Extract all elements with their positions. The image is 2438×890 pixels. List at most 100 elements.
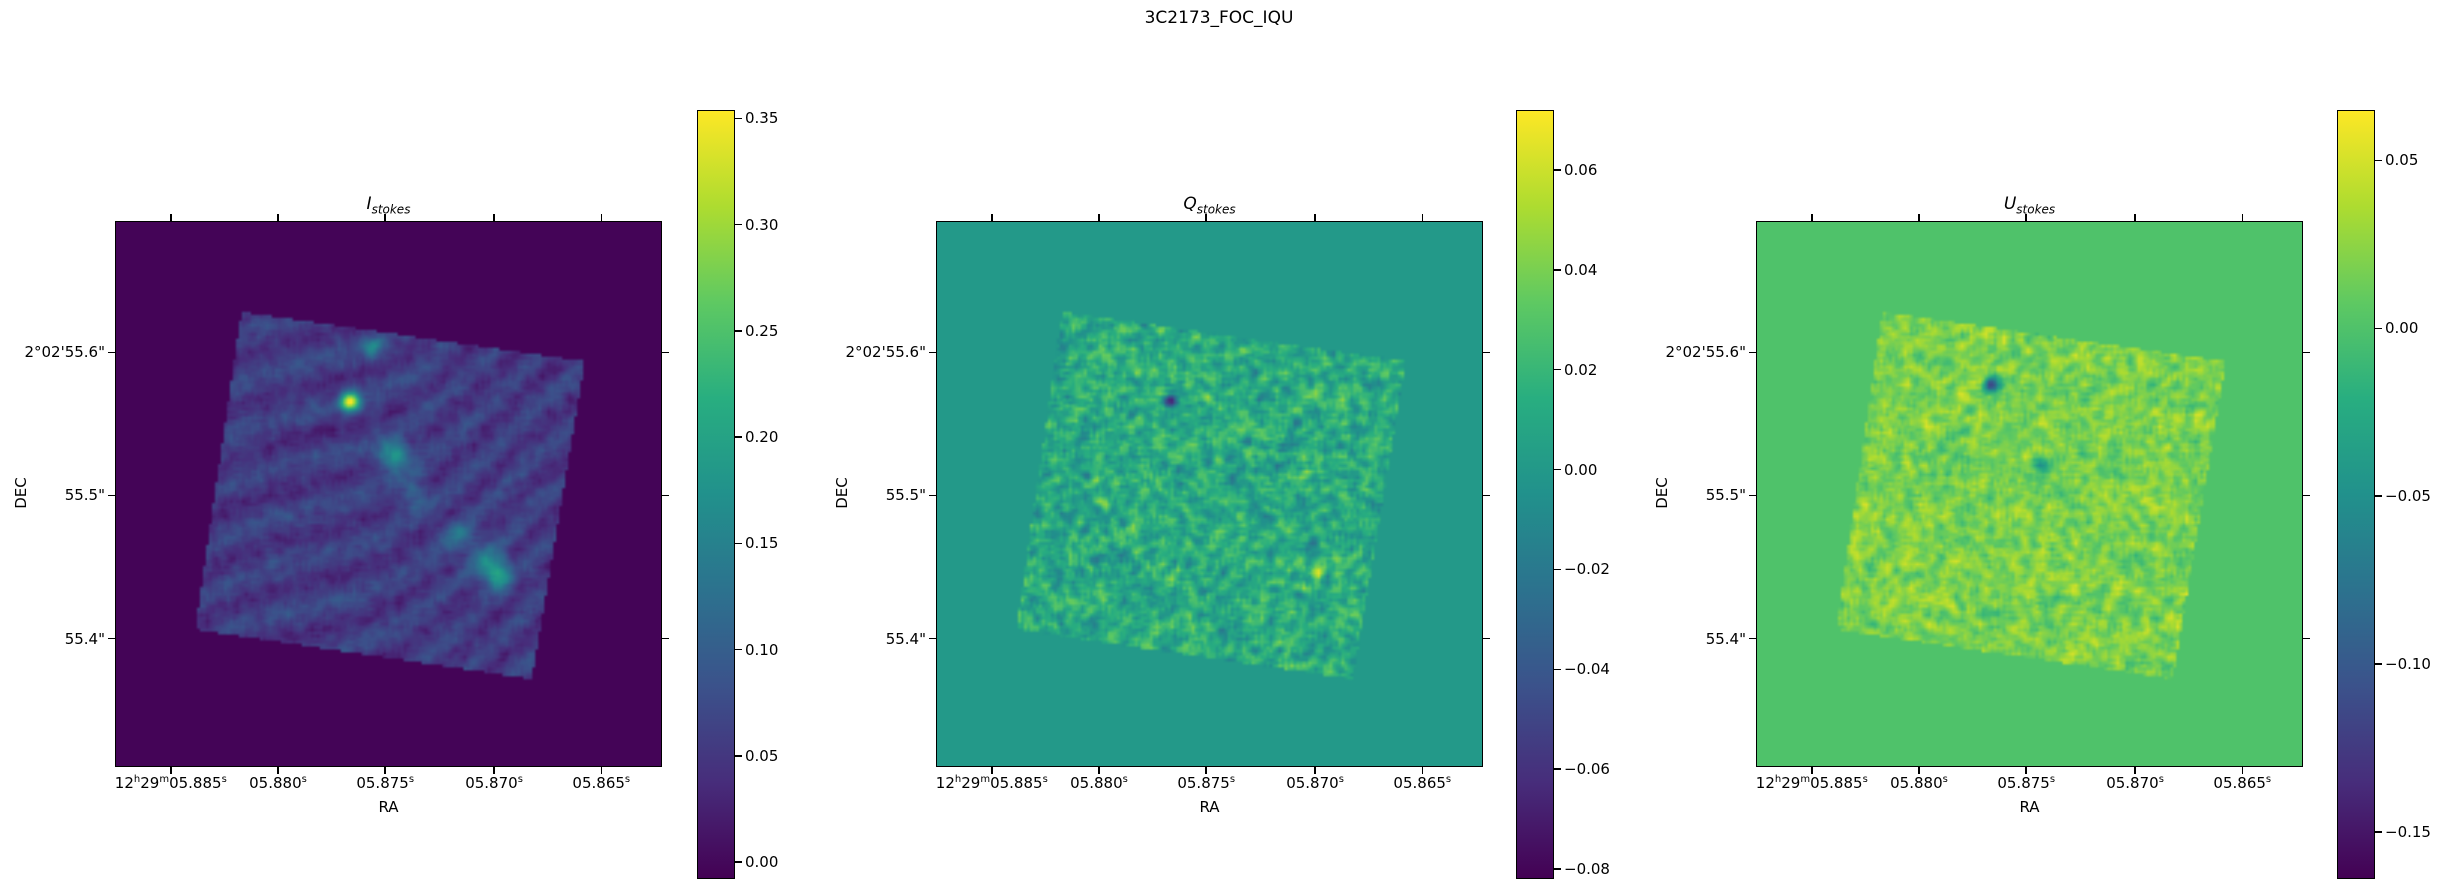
panel-u-xtick-label: 05.875s	[1997, 774, 2055, 792]
xtick-label-value: 29	[961, 774, 981, 792]
xtick-label-unit: s	[301, 774, 307, 785]
panel-u-xtick-label: 12h29m05.885s	[1756, 774, 1868, 792]
panel-u-colorbar-tick	[2375, 495, 2382, 497]
xtick-label-value: 05.880	[1890, 774, 1943, 792]
panel-u-colorbar-tick-label: 0.05	[2385, 151, 2419, 170]
panel-q-colorbar-tick	[1554, 768, 1561, 770]
xtick-label-value: 12	[114, 774, 134, 792]
panel-i-colorbar-tick	[735, 861, 742, 863]
panel-q-xtick-top	[1421, 214, 1424, 221]
panel-u-colorbar	[2337, 110, 2375, 879]
xtick-label-unit: m	[980, 774, 991, 785]
panel-q-xtick-label: 05.875s	[1177, 774, 1235, 792]
panel-u-xlabel: RA	[2019, 798, 2040, 816]
panel-i-ytick-left	[108, 637, 115, 640]
panel-i-colorbar-tick-label: 0.00	[745, 853, 779, 871]
panel-u-ylabel: DEC	[1652, 477, 1671, 509]
xtick-label-unit: s	[2158, 774, 2164, 785]
panel-q-ytick-left	[929, 351, 936, 353]
panel-q-ytick-right	[1483, 351, 1490, 353]
xtick-label-unit: s	[1445, 774, 1452, 785]
panel-u-xtick-label: 05.865s	[2213, 774, 2271, 792]
panel-u-xtick-bottom	[1811, 767, 1813, 774]
panel-q-axes[interactable]	[936, 221, 1483, 767]
panel-q-xtick-bottom	[1205, 767, 1207, 774]
panel-u-xtick-bottom	[2241, 767, 2244, 774]
panel-i-colorbar-tick	[735, 755, 742, 757]
panel-i-xtick-label: 05.875s	[356, 774, 414, 792]
xtick-label-value: 05.880	[1070, 774, 1123, 792]
panel-q-colorbar-tick	[1554, 169, 1561, 171]
panel-i-colorbar-tick-label: 0.35	[745, 109, 779, 128]
panel-i-colorbar-tick	[735, 117, 742, 120]
panel-q-xtick-top	[991, 214, 993, 221]
xtick-label-value: 12	[935, 774, 955, 792]
panel-q-colorbar-tick-label: 0.00	[1564, 460, 1598, 479]
panel-u-ytick-label: 55.5"	[1705, 486, 1746, 505]
panel-u-colorbar-tick	[2375, 327, 2382, 330]
panel-i-ytick-label: 55.5"	[64, 486, 105, 505]
xtick-label-unit: s	[1229, 774, 1236, 785]
xtick-label-unit: s	[221, 774, 227, 785]
panel-u-colorbar-tick	[2375, 831, 2382, 833]
panel-q-image[interactable]	[937, 222, 1482, 766]
panel-u-xtick-top	[1918, 214, 1920, 221]
xtick-label-value: 05.870	[1286, 774, 1339, 792]
xtick-label-value: 05.880	[249, 774, 302, 792]
panel-i-ytick-right	[662, 351, 669, 353]
xtick-label-unit: s	[2265, 774, 2272, 785]
panel-i-xtick-top	[384, 214, 386, 221]
panel-u-image[interactable]	[1757, 222, 2302, 766]
xtick-label-value: 05.875	[1177, 774, 1230, 792]
panel-q-xtick-top	[1205, 214, 1207, 221]
panel-u-ytick-right	[2303, 351, 2310, 353]
panel-u-axes[interactable]	[1756, 221, 2303, 767]
panel-q-xtick-top	[1098, 214, 1100, 221]
panel-u-xtick-top	[2134, 214, 2136, 221]
panel-i-colorbar-tick-label: 0.15	[745, 534, 779, 553]
xtick-label-unit: h	[1774, 774, 1782, 785]
panel-i-colorbar-tick-label: 0.10	[745, 640, 779, 659]
panel-q-colorbar-tick-label: 0.02	[1564, 360, 1598, 379]
panel-u-ytick-right	[2303, 637, 2310, 640]
panel-u-xtick-top	[2241, 214, 2244, 221]
panel-u-colorbar-tick	[2375, 663, 2382, 665]
panel-q-colorbar-tick	[1554, 568, 1561, 571]
panel-i-image[interactable]	[116, 222, 661, 766]
panel-i-axes[interactable]	[115, 221, 662, 767]
xtick-label-value: 05.870	[2106, 774, 2159, 792]
panel-i-xtick-label: 05.870s	[465, 774, 523, 792]
panel-i-xtick-bottom	[600, 767, 603, 774]
panel-u-xtick-bottom	[2025, 767, 2027, 774]
xtick-label-value: 05.865	[572, 774, 625, 792]
panel-u-colorbar-tick-label: −0.15	[2385, 822, 2431, 841]
panel-u-ytick-label: 2°02'55.6"	[1665, 343, 1746, 362]
panel-i-title-sub: stokes	[371, 202, 411, 217]
xtick-label-unit: s	[1338, 774, 1344, 785]
panel-q-ylabel: DEC	[832, 477, 851, 509]
xtick-label-unit: m	[159, 774, 170, 785]
panel-u-xtick-label: 05.870s	[2106, 774, 2164, 792]
panel-i-colorbar-tick-label: 0.05	[745, 746, 779, 765]
xtick-label-value: 05.870	[465, 774, 518, 792]
xtick-label-unit: s	[408, 774, 415, 785]
panel-i-colorbar-tick-label: 0.20	[745, 428, 779, 447]
panel-i-xtick-top	[600, 214, 603, 221]
panel-q-colorbar-tick-label: −0.04	[1564, 660, 1610, 679]
panel-q-ytick-label: 55.5"	[885, 486, 926, 505]
xtick-label-value: 29	[1781, 774, 1801, 792]
panel-q-ytick-right	[1483, 494, 1490, 497]
xtick-label-unit: m	[1800, 774, 1811, 785]
panel-i-ytick-right	[662, 637, 669, 640]
panel-i-colorbar-tick	[735, 542, 742, 545]
panel-i-xtick-bottom	[493, 767, 495, 774]
panel-q-ytick-left	[929, 494, 936, 497]
xtick-label-unit: s	[1122, 774, 1128, 785]
panel-i-ytick-left	[108, 351, 115, 353]
panel-u-colorbar-tick-label: −0.10	[2385, 655, 2431, 674]
panel-i-xtick-top	[170, 214, 172, 221]
panel-i-xtick-bottom	[384, 767, 386, 774]
panel-q-xtick-label: 05.870s	[1286, 774, 1344, 792]
xtick-label-unit: s	[517, 774, 523, 785]
xtick-label-value: 05.875	[1997, 774, 2050, 792]
